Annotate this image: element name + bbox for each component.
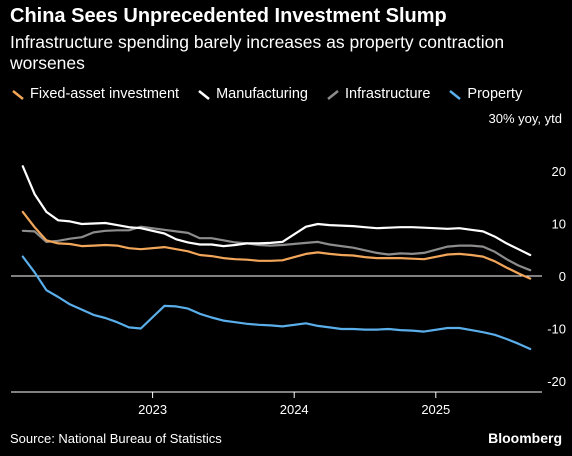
y-axis-unit-label: 30% yoy, ytd <box>488 111 562 126</box>
legend-item-manufacturing: Manufacturing <box>197 86 308 102</box>
legend-swatch-icon <box>327 90 339 100</box>
legend-label: Manufacturing <box>216 86 308 102</box>
source-note: Source: National Bureau of Statistics <box>10 431 222 446</box>
x-tick-label: 2023 <box>138 402 167 417</box>
chart-subtitle: Infrastructure spending barely increases… <box>10 32 505 73</box>
x-tick-label: 2025 <box>421 402 450 417</box>
series-line-manufacturing <box>21 165 532 257</box>
y-tick-label: 20 <box>552 164 566 179</box>
legend-label: Property <box>467 86 523 102</box>
chart-title: China Sees Unprecedented Investment Slum… <box>10 5 447 27</box>
series-line-property <box>21 255 532 351</box>
legend-item-property: Property <box>448 86 522 102</box>
x-tick-label: 2024 <box>280 402 309 417</box>
bloomberg-logo: Bloomberg <box>488 430 562 446</box>
series-line-fixed-asset-investment <box>21 210 532 280</box>
y-tick-label: 10 <box>552 217 566 232</box>
legend-swatch-icon <box>198 90 210 100</box>
legend-item-infrastructure: Infrastructure <box>326 86 430 102</box>
legend-label: Infrastructure <box>344 86 431 102</box>
y-tick-label: 0 <box>559 269 566 284</box>
legend-swatch-icon <box>12 90 24 100</box>
legend-swatch-icon <box>449 90 462 100</box>
series-line-infrastructure <box>21 225 532 272</box>
chart-legend: Fixed-asset investment Manufacturing Inf… <box>11 85 540 103</box>
y-tick-label: -10 <box>547 322 566 337</box>
legend-item-fixed-asset-investment: Fixed-asset investment <box>11 86 179 102</box>
legend-label: Fixed-asset investment <box>30 86 180 102</box>
y-tick-label: -20 <box>547 374 566 389</box>
